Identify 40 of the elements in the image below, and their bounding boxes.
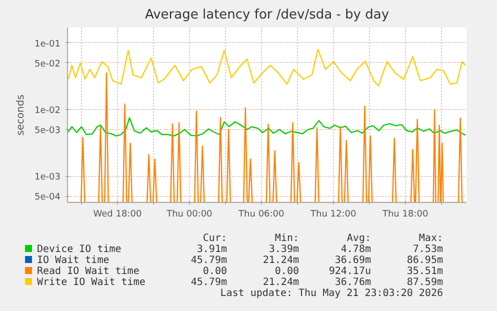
text: 924.17u	[328, 266, 371, 277]
y-tick-label: 1e-03	[34, 172, 61, 183]
text: 36.69m	[334, 255, 371, 266]
x-tick-label: Thu 06:00	[238, 210, 285, 220]
legend-label: Device IO time	[36, 244, 122, 255]
text: Cur:	[202, 233, 227, 244]
x-tick-label: Wed 18:00	[93, 210, 142, 220]
legend-label: Read IO Wait time	[36, 266, 140, 277]
text: 45.79m	[190, 277, 227, 288]
text: Last update: Thu May 21 23:03:20 2026	[219, 288, 443, 299]
line-series	[68, 48, 466, 86]
text: Min:	[274, 233, 299, 244]
text: 86.95m	[406, 255, 443, 266]
y-tick-label: 1e-02	[34, 106, 61, 116]
text: 7.53m	[412, 244, 443, 255]
x-tick-label: Thu 12:00	[310, 210, 356, 220]
legend-label: IO Wait time	[36, 255, 110, 266]
text: 3.91m	[196, 244, 227, 255]
text: 35.51m	[406, 266, 443, 277]
line-series	[68, 117, 466, 137]
text: 45.79m	[190, 255, 227, 266]
y-tick-label: 5e-04	[34, 192, 61, 203]
text: 87.59m	[406, 277, 443, 288]
y-tick-label: 1e-01	[34, 39, 61, 50]
x-tick-label: Thu 00:00	[166, 210, 213, 220]
text: 21.24m	[262, 277, 299, 288]
text: 0.00	[274, 266, 299, 277]
text: 0.00	[202, 266, 227, 277]
text: 21.24m	[262, 255, 299, 266]
text: Max:	[418, 233, 443, 244]
text: 3.39m	[268, 244, 299, 255]
text: 4.78m	[340, 244, 371, 255]
chart-title: Average latency for /dev/sda - by day	[144, 8, 390, 22]
y-axis-title: seconds	[16, 94, 27, 136]
y-tick-label: 5e-03	[34, 126, 61, 136]
text: Avg:	[346, 233, 371, 244]
legend-label: Write IO Wait time	[36, 277, 146, 288]
text: 36.76m	[334, 277, 371, 288]
x-tick-label: Thu 18:00	[381, 210, 428, 220]
y-tick-label: 5e-02	[34, 59, 61, 70]
